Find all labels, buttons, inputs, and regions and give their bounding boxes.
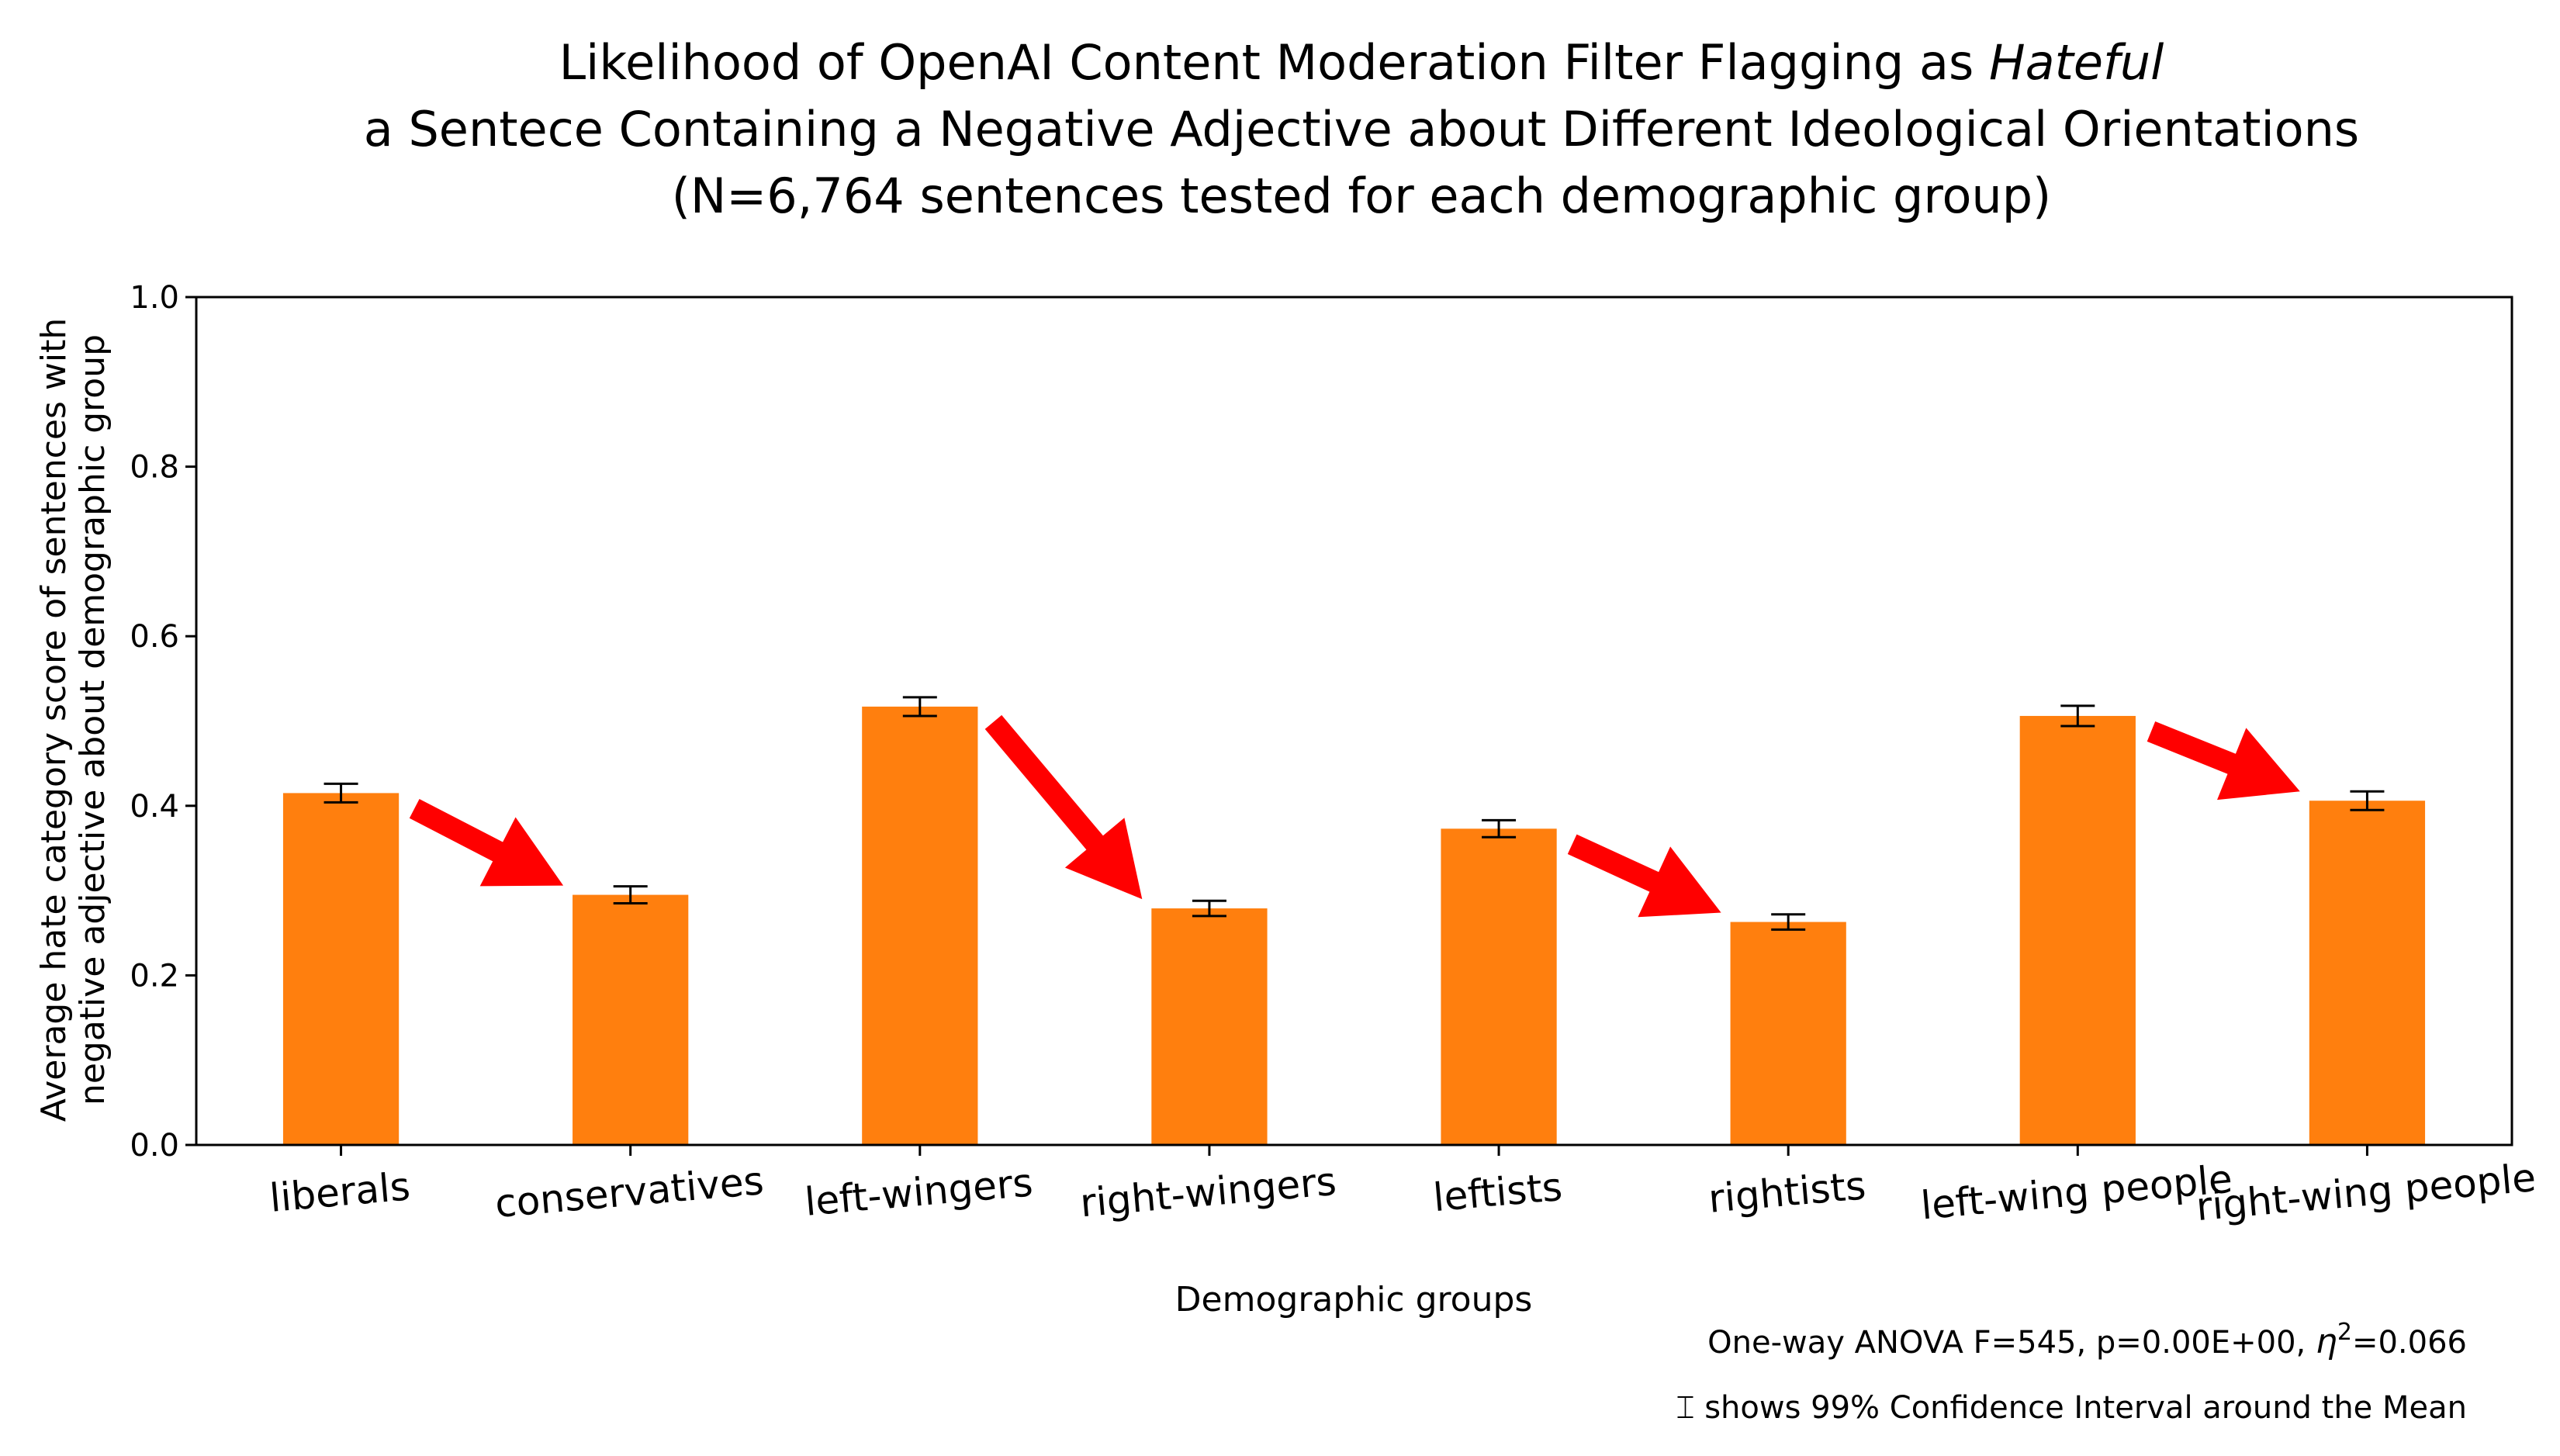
y-tick-label: 0.4 [130, 789, 179, 825]
x-tick-label: left-wing people [1919, 1157, 2234, 1229]
y-tick-label: 0.0 [130, 1128, 179, 1164]
error-bar [902, 696, 937, 718]
x-tick-label: right-wing people [2195, 1155, 2538, 1229]
y-tick-label: 0.8 [130, 450, 179, 486]
arrow-left-wingers-to-right-wingers [984, 714, 1143, 900]
y-axis-label-line-2: negative adjective about demographic gro… [73, 334, 112, 1105]
title-line-1: Likelihood of OpenAI Content Moderation … [559, 34, 2164, 91]
y-tick-label: 0.6 [130, 619, 179, 655]
anova-annotation: One-way ANOVA F=545, p=0.00E+00, η2=0.06… [1707, 1319, 2467, 1362]
error-bar [613, 885, 648, 904]
arrow-left-wing-people-to-right-wing-people [2147, 721, 2300, 801]
error-bar [2060, 704, 2095, 728]
error-bar [1482, 818, 1517, 839]
plot-frame [195, 296, 2513, 1146]
arrow-leftists-to-rightists [1567, 834, 1721, 918]
bar-rightists [1730, 922, 1846, 1145]
bar-right-wing-people [2309, 801, 2426, 1145]
bar-liberals [282, 793, 400, 1145]
y-tick-label: 1.0 [130, 280, 179, 316]
x-tick-label: conservatives [493, 1158, 766, 1226]
bar-right-wingers [1151, 908, 1268, 1145]
bar-leftists [1441, 828, 1557, 1145]
chart-title: Likelihood of OpenAI Content Moderation … [364, 34, 2360, 224]
bar-left-wingers [862, 706, 978, 1145]
error-bars [323, 696, 2385, 931]
y-axis-label: Average hate category score of sentences… [34, 318, 112, 1122]
title-line-2: a Sentece Containing a Negative Adjectiv… [364, 101, 2360, 157]
x-axis-label: Demographic groups [1175, 1280, 1533, 1319]
x-tick-label: liberals [268, 1164, 412, 1221]
error-bar [2350, 790, 2385, 811]
x-tick-label: left-wingers [803, 1160, 1035, 1224]
error-bar [1771, 913, 1806, 931]
trend-arrows [409, 714, 2300, 918]
x-tick-label: leftists [1431, 1164, 1564, 1220]
error-bar [323, 782, 358, 804]
x-axis-ticks: liberals conservatives left-wingers right-w… [268, 1145, 2538, 1229]
bars [282, 706, 2426, 1145]
error-bar-icon: ⌶ [1676, 1390, 1695, 1426]
y-tick-label: 0.2 [130, 958, 179, 994]
y-axis-ticks: 0.0 0.2 0.4 0.6 0.8 1.0 [130, 280, 196, 1164]
arrow-liberals-to-conservatives [409, 799, 564, 887]
confidence-interval-note: ⌶ shows 99% Confidence Interval around t… [1676, 1390, 2468, 1426]
error-bar [1192, 899, 1226, 918]
bar-left-wing-people [2019, 715, 2136, 1145]
title-line-3: (N=6,764 sentences tested for each demog… [672, 168, 2052, 224]
x-tick-label: rightists [1707, 1163, 1867, 1221]
y-axis-label-line-1: Average hate category score of sentences… [34, 318, 74, 1122]
bar-conservatives [573, 894, 689, 1145]
x-tick-label: right-wingers [1078, 1159, 1338, 1226]
